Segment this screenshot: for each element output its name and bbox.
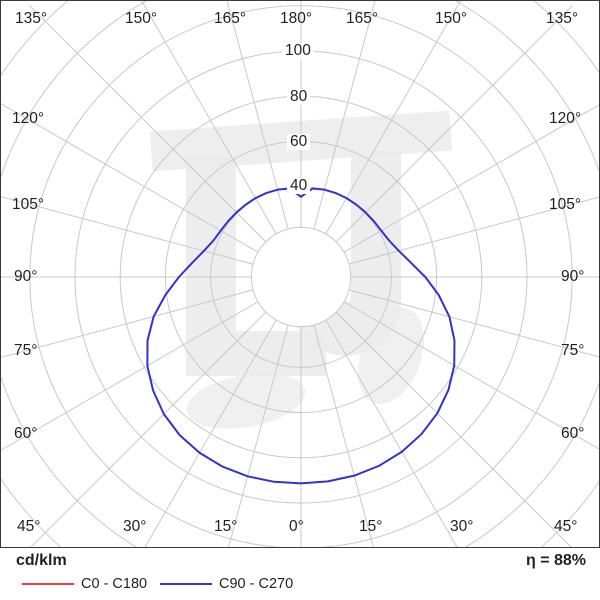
polar-plot-area: 135° 150° 165° 180° 165° 150° 135° 45° 30° 15° 0° 1… [0, 0, 600, 548]
polar-grid [1, 1, 599, 547]
angle-tick-label-top-5: 150° [435, 10, 468, 27]
angle-tick-label-bottom-2: 15° [214, 518, 238, 535]
angle-tick-label-bottom-1: 30° [123, 518, 147, 535]
legend-swatch-c90-c270 [160, 583, 212, 585]
angle-tick-label-bottom-6: 45° [554, 518, 578, 535]
angle-tick-label-bottom-4: 15° [359, 518, 383, 535]
angle-tick-label-top-1: 150° [125, 10, 158, 27]
angle-tick-label-right-0: 120° [549, 110, 582, 127]
chart-legend: cd/klm η = 88% C0 - C180 C90 - C270 [0, 548, 600, 600]
angle-tick-label-bottom-3: 0° [289, 518, 304, 535]
angle-tick-label-top-3: 180° [280, 10, 313, 27]
curve-c90-c270 [146, 187, 456, 485]
legend-label-c90-c270: C90 - C270 [219, 576, 294, 592]
legend-item-c90-c270: C90 - C270 [160, 575, 293, 593]
center-mask [250, 226, 352, 328]
legend-swatch-c0-c180 [22, 583, 74, 585]
legend-item-c0-c180: C0 - C180 [22, 575, 147, 593]
angle-tick-label-left-4: 60° [14, 425, 38, 442]
angle-tick-label-bottom-0: 45° [17, 518, 41, 535]
efficiency-label: η = 88% [525, 552, 586, 569]
angle-tick-label-top-0: 135° [15, 10, 48, 27]
angle-tick-label-right-2: 90° [561, 268, 585, 285]
angle-tick-label-top-2: 165° [214, 10, 247, 27]
radial-tick-label-80: 80 [287, 89, 311, 105]
radial-tick-label-60: 60 [287, 134, 311, 150]
radial-tick-label-100: 100 [282, 43, 314, 59]
polar-grid-and-curves [1, 1, 599, 547]
angle-tick-label-bottom-5: 30° [450, 518, 474, 535]
angle-tick-label-top-4: 165° [346, 10, 379, 27]
legend-label-c0-c180: C0 - C180 [81, 576, 148, 592]
radial-tick-label-40: 40 [287, 178, 311, 194]
angle-tick-label-right-3: 75° [561, 342, 585, 359]
angle-tick-label-left-0: 120° [12, 110, 45, 127]
angle-tick-label-left-3: 75° [14, 342, 38, 359]
angle-tick-label-top-6: 135° [546, 10, 579, 27]
angle-tick-label-left-1: 105° [12, 196, 45, 213]
angle-tick-label-right-4: 60° [561, 425, 585, 442]
angle-tick-label-left-2: 90° [14, 268, 38, 285]
intensity-curves [146, 187, 456, 485]
angle-tick-label-right-1: 105° [549, 196, 582, 213]
unit-label: cd/klm [16, 552, 67, 569]
